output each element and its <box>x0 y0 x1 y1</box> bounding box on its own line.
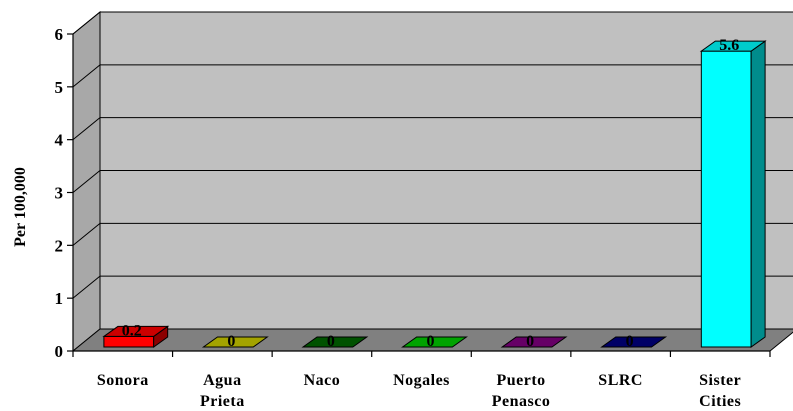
y-tick-label: 2 <box>55 236 64 255</box>
bar-slrc <box>600 336 668 348</box>
gridline-side <box>72 64 101 88</box>
bar-top <box>301 336 369 348</box>
x-tick-label-line: Puerto <box>496 372 545 389</box>
gridline-side <box>72 170 101 193</box>
bar-front <box>700 50 752 348</box>
data-label: 0 <box>526 333 534 350</box>
bar-side <box>750 40 766 348</box>
gridline-side <box>72 222 101 246</box>
y-tick-label: 3 <box>55 184 64 203</box>
bar-nogales <box>401 336 468 348</box>
bar-top <box>401 336 468 348</box>
x-tick-label-line: SLRC <box>598 372 643 389</box>
y-tick-label: 6 <box>55 25 64 44</box>
x-tick-label-line: Penasco <box>492 393 551 410</box>
bar-top <box>201 336 269 348</box>
y-tick-label: 4 <box>55 131 64 150</box>
bar-top <box>600 336 668 348</box>
y-tick-label: 1 <box>55 289 64 308</box>
data-label: 0.2 <box>122 322 142 339</box>
x-tick-label-line: Sister <box>699 372 741 389</box>
bar-top <box>500 336 568 348</box>
x-tick-label: Naco <box>304 372 341 389</box>
data-label: 0 <box>427 333 435 350</box>
x-tick-labels: Sonora Agua Prieta Naco Nogales Puerto Penasco… <box>97 372 741 410</box>
chart-walls <box>72 10 793 353</box>
bar-top <box>102 325 170 337</box>
x-tick-label: Puerto Penasco <box>492 372 551 410</box>
x-tick-label-line: Sonora <box>97 372 149 389</box>
gridline-side <box>72 275 101 299</box>
x-tick-label-line: Agua <box>203 372 241 389</box>
x-tick-label: Agua Prieta <box>200 372 245 410</box>
x-tick-label: Nogales <box>393 372 450 389</box>
y-axis-label: Per 100,000 <box>12 167 29 247</box>
data-label: 0 <box>227 333 235 350</box>
axes <box>67 33 771 357</box>
gridlines <box>72 11 793 299</box>
y-tick-label: 0 <box>55 342 64 361</box>
bar-agua-prieta <box>201 336 269 348</box>
bar-sister-cities <box>699 40 767 348</box>
gridline-side <box>72 117 101 141</box>
bar-top <box>699 40 767 52</box>
x-tick-label: Sonora <box>97 372 149 389</box>
x-tick-label-line: Cities <box>699 393 741 410</box>
gridline-side <box>72 11 101 35</box>
bar-puerto-penasco <box>500 336 568 348</box>
x-tick-label-line: Prieta <box>200 393 245 410</box>
bar-sonora <box>102 325 170 348</box>
y-tick-labels: 0 1 2 3 4 5 6 <box>55 25 64 361</box>
data-labels: 0.2 0 0 0 0 0 5.6 <box>122 37 739 350</box>
x-tick-label-line: Nogales <box>393 372 450 389</box>
bars <box>102 40 767 348</box>
x-tick-label: SLRC <box>598 372 643 389</box>
bar-naco <box>301 336 369 348</box>
y-tick-label: 5 <box>55 78 64 97</box>
x-tick-label: Sister Cities <box>699 372 741 410</box>
data-label: 5.6 <box>719 37 739 54</box>
data-label: 0 <box>327 333 335 350</box>
x-tick-label-line: Naco <box>304 372 341 389</box>
data-label: 0 <box>626 333 634 350</box>
